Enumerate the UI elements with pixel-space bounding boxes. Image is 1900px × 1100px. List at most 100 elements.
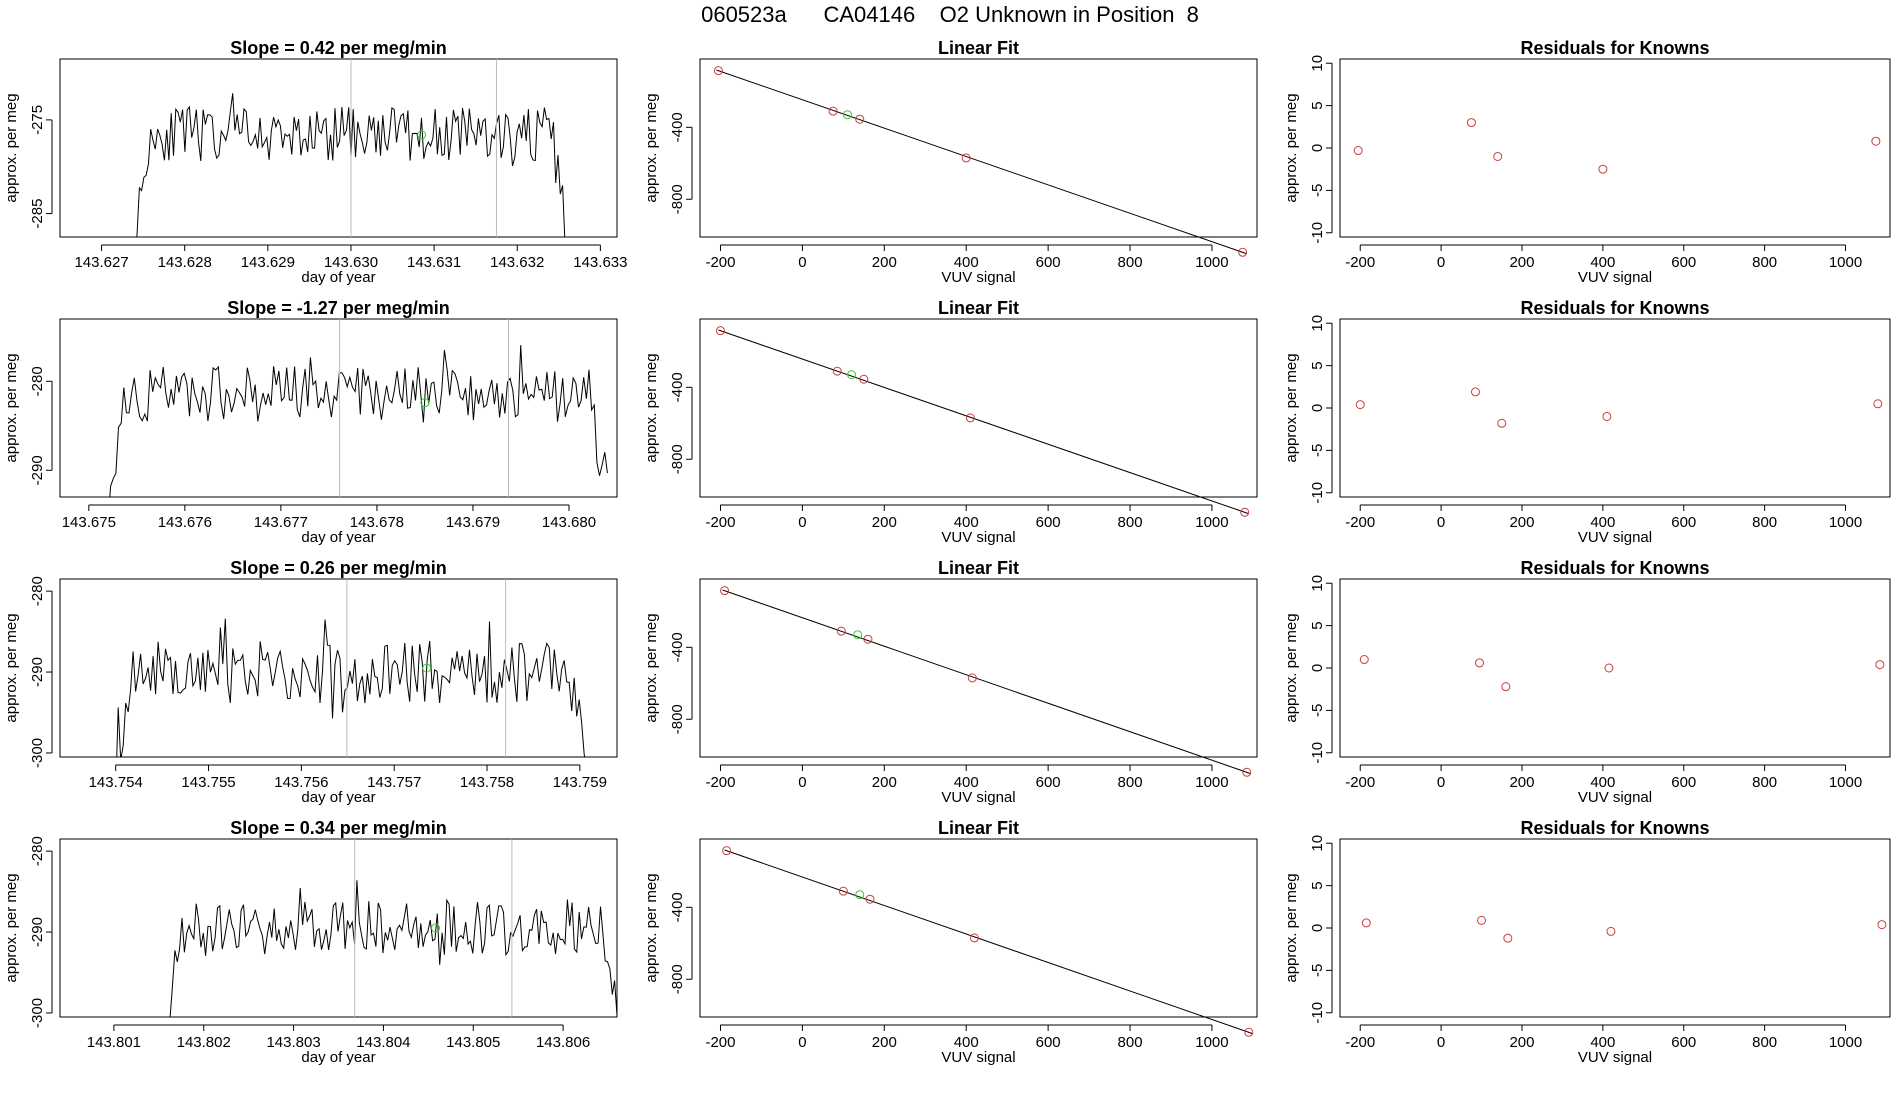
time-series-x-tick-label: 143.675: [62, 514, 116, 531]
residual-point: [1359, 655, 1369, 665]
linear-fit-line: [722, 589, 1252, 775]
time-series-x-tick-label: 143.804: [356, 1034, 410, 1051]
time-series-x-tick-label: 143.631: [407, 254, 461, 271]
linear-fit-x-tick-label: -200: [705, 514, 735, 531]
time-series-x-tick-label: 143.680: [542, 514, 596, 531]
residuals-panel: Residuals for Knowns-200 0 200 400 600 800 100…: [1283, 298, 1891, 546]
residuals-y-axis-label: approx. per meg: [1283, 873, 1300, 982]
residual-point: [1353, 146, 1363, 156]
time-series-y-tick-label: -280: [29, 576, 46, 606]
residuals-plot-frame: [1339, 578, 1891, 758]
linear-fit-x-tick-label: 800: [1118, 774, 1143, 791]
residuals-x-tick-label: 400: [1590, 774, 1615, 791]
residuals-x-tick-label: 0: [1437, 254, 1445, 271]
residuals-y-tick-label: 0: [1309, 924, 1326, 932]
linear-fit-x-tick-label: 200: [872, 514, 897, 531]
linear-fit-known-point: [1244, 1027, 1254, 1037]
linear-fit-y-tick-label: -800: [669, 444, 686, 474]
residuals-x-axis-label: VUV signal: [1578, 1049, 1652, 1066]
linear-fit-known-point: [1242, 767, 1252, 777]
tank-id: CA04146: [823, 2, 916, 27]
linear-fit-known-point: [863, 634, 873, 644]
linear-fit-panel: Linear Fit -200 0 200 400 600 800 1000 VUV signa…: [643, 38, 1258, 286]
residuals-x-tick-label: 400: [1590, 254, 1615, 271]
time-series-plot-frame: [59, 58, 618, 238]
linear-fit-x-tick-label: 0: [798, 1034, 806, 1051]
residuals-y-axis-label: approx. per meg: [1283, 93, 1300, 202]
residuals-x-tick-label: 200: [1509, 254, 1534, 271]
linear-fit-x-tick-label: 0: [798, 774, 806, 791]
linear-fit-panel: Linear Fit -200 0 200 400 600 800 1000 VUV signa…: [643, 818, 1258, 1066]
residuals-panel: Residuals for Knowns-200 0 200 400 600 800 100…: [1283, 818, 1891, 1066]
residuals-x-tick-label: 200: [1509, 774, 1534, 791]
time-series-x-tick-label: 143.632: [490, 254, 544, 271]
linear-fit-known-point: [1238, 247, 1248, 257]
time-series-x-axis-label: day of year: [301, 789, 375, 806]
residuals-x-tick-label: 400: [1590, 514, 1615, 531]
linear-fit-y-tick-label: -400: [669, 372, 686, 402]
residual-point: [1875, 660, 1885, 670]
residuals-x-tick-label: 1000: [1829, 1034, 1862, 1051]
linear-fit-x-axis-label: VUV signal: [941, 529, 1015, 546]
linear-fit-x-tick-label: 200: [872, 774, 897, 791]
residuals-y-tick-label: 5: [1309, 621, 1326, 629]
time-series-x-tick-label: 143.755: [181, 774, 235, 791]
residuals-y-tick-label: -10: [1309, 222, 1326, 244]
time-series-y-tick-label: -285: [29, 199, 46, 229]
residual-point: [1477, 915, 1487, 925]
residuals-y-tick-label: 10: [1309, 315, 1326, 332]
residuals-title: Residuals for Knowns: [1520, 818, 1709, 838]
residuals-x-tick-label: 400: [1590, 1034, 1615, 1051]
residuals-x-tick-label: 0: [1437, 1034, 1445, 1051]
linear-fit-x-axis-label: VUV signal: [941, 789, 1015, 806]
linear-fit-unknown-point: [855, 890, 865, 900]
page-title: 060523a CA04146 O2 Unknown in Position 8: [0, 2, 1900, 28]
linear-fit-known-point: [828, 106, 838, 116]
time-series-unknown-marker: [431, 923, 441, 933]
time-series-x-tick-label: 143.806: [536, 1034, 590, 1051]
time-series-y-tick-label: -280: [29, 366, 46, 396]
residuals-y-tick-label: 10: [1309, 575, 1326, 592]
linear-fit-x-tick-label: 800: [1118, 254, 1143, 271]
linear-fit-x-tick-label: 1000: [1195, 514, 1228, 531]
time-series-y-tick-label: -280: [29, 836, 46, 866]
residual-point: [1873, 399, 1883, 409]
time-series-x-axis-label: day of year: [301, 1049, 375, 1066]
time-series-x-tick-label: 143.629: [241, 254, 295, 271]
residual-point: [1497, 418, 1507, 428]
residuals-y-tick-label: 5: [1309, 881, 1326, 889]
time-series-x-tick-label: 143.759: [553, 774, 607, 791]
residuals-y-tick-label: 5: [1309, 101, 1326, 109]
time-series-y-tick-label: -290: [29, 455, 46, 485]
linear-fit-y-tick-label: -400: [669, 892, 686, 922]
linear-fit-y-axis-label: approx. per meg: [643, 613, 660, 722]
linear-fit-line: [718, 329, 1249, 515]
time-series-panel: Slope = -1.27 per meg/min 143.675 143.676 1…: [3, 298, 618, 546]
residuals-title: Residuals for Knowns: [1520, 38, 1709, 58]
linear-fit-x-tick-label: 1000: [1195, 254, 1228, 271]
linear-fit-unknown-point: [853, 630, 863, 640]
time-series-y-axis-label: approx. per meg: [3, 93, 20, 202]
linear-fit-y-axis-label: approx. per meg: [643, 873, 660, 982]
residuals-x-tick-label: 0: [1437, 774, 1445, 791]
time-series-x-tick-label: 143.627: [74, 254, 128, 271]
residual-point: [1361, 918, 1371, 928]
linear-fit-y-tick-label: -800: [669, 184, 686, 214]
time-series-title: Slope = 0.34 per meg/min: [230, 818, 447, 838]
linear-fit-known-point: [720, 586, 730, 596]
linear-fit-y-tick-label: -400: [669, 112, 686, 142]
linear-fit-x-tick-label: -200: [705, 254, 735, 271]
linear-fit-known-point: [832, 366, 842, 376]
time-series-x-tick-label: 143.628: [158, 254, 212, 271]
linear-fit-x-tick-label: -200: [705, 774, 735, 791]
time-series-y-tick-label: -275: [29, 105, 46, 135]
time-series-panel: Slope = 0.42 per meg/min 143.627 143.628 14…: [3, 38, 627, 286]
residuals-x-tick-label: 600: [1671, 1034, 1696, 1051]
residuals-title: Residuals for Knowns: [1520, 558, 1709, 578]
residuals-x-tick-label: 200: [1509, 514, 1534, 531]
linear-fit-x-axis-label: VUV signal: [941, 1049, 1015, 1066]
time-series-panel: Slope = 0.34 per meg/min 143.801 143.802 14…: [3, 818, 618, 1066]
linear-fit-x-tick-label: -200: [705, 1034, 735, 1051]
time-series-x-tick-label: 143.758: [460, 774, 514, 791]
linear-fit-title: Linear Fit: [938, 818, 1019, 838]
